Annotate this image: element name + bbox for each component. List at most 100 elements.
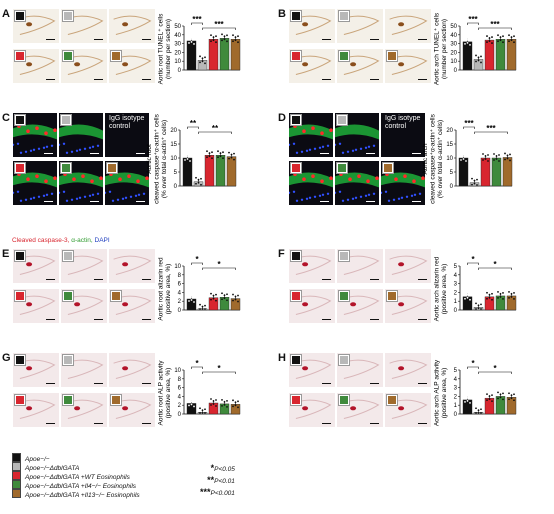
scale-bar bbox=[44, 200, 53, 202]
scale-bar bbox=[322, 38, 331, 40]
data-point bbox=[210, 292, 212, 295]
data-point bbox=[234, 298, 237, 301]
scale-bar bbox=[142, 78, 151, 80]
data-point bbox=[206, 156, 208, 159]
micrograph-tile bbox=[60, 392, 108, 428]
data-point bbox=[471, 177, 473, 180]
group-badge bbox=[62, 354, 74, 366]
significance-bracket bbox=[202, 371, 236, 374]
data-point bbox=[508, 291, 510, 293]
bar bbox=[215, 155, 226, 187]
data-point bbox=[210, 404, 212, 406]
bar bbox=[495, 39, 506, 71]
data-point bbox=[223, 35, 226, 38]
tissue-image bbox=[381, 172, 425, 202]
significance-mark: * bbox=[493, 364, 497, 373]
data-point bbox=[465, 154, 467, 156]
significance-mark: * bbox=[493, 260, 497, 269]
data-point bbox=[215, 405, 217, 407]
data-point bbox=[482, 159, 484, 161]
y-tick-label: 2 bbox=[454, 394, 458, 400]
micrograph-tile bbox=[288, 288, 336, 324]
tissue-image bbox=[289, 124, 333, 154]
data-point bbox=[222, 157, 224, 160]
data-point bbox=[193, 405, 195, 408]
y-tick-label: 30 bbox=[174, 42, 181, 48]
group-badge bbox=[290, 354, 302, 366]
group-legend: Apoe−/− Apoe−/−ΔdblGATA Apoe−/−ΔdblGATA … bbox=[12, 453, 140, 499]
group-badge bbox=[336, 162, 348, 174]
y-tick-label: 0 bbox=[450, 184, 454, 190]
data-point bbox=[190, 400, 193, 403]
data-point bbox=[508, 398, 510, 401]
y-axis-label: Aortic root ALP activity(positive area, … bbox=[158, 360, 173, 426]
group-badge bbox=[110, 50, 122, 62]
data-point bbox=[234, 39, 237, 42]
micrograph-tile bbox=[384, 48, 432, 84]
data-point bbox=[513, 292, 515, 294]
y-axis-label: Aortic arch ALP activity(positive area, … bbox=[434, 359, 449, 426]
data-point bbox=[497, 34, 499, 37]
data-point bbox=[464, 401, 466, 403]
y-tick-label: 0 bbox=[454, 412, 458, 418]
data-point bbox=[513, 393, 515, 396]
data-point bbox=[499, 36, 502, 39]
data-point bbox=[499, 296, 502, 298]
data-point bbox=[473, 179, 476, 182]
micrograph-tile bbox=[58, 160, 104, 206]
y-tick-label: 0 bbox=[454, 68, 458, 74]
data-point bbox=[190, 38, 193, 40]
data-point bbox=[482, 153, 484, 155]
data-point bbox=[237, 35, 239, 38]
tissue-image bbox=[13, 172, 57, 202]
scale-bar bbox=[142, 38, 151, 40]
scale-bar bbox=[94, 382, 103, 384]
data-point bbox=[508, 34, 510, 37]
group-badge bbox=[338, 290, 350, 302]
y-tick-label: 8 bbox=[178, 377, 182, 383]
data-point bbox=[223, 38, 226, 41]
data-point bbox=[201, 60, 204, 63]
tissue-image bbox=[389, 399, 428, 419]
data-point bbox=[237, 294, 239, 297]
data-point bbox=[210, 34, 212, 37]
y-tick-label: 20 bbox=[446, 128, 453, 134]
scale-bar bbox=[322, 318, 331, 320]
panel-label: F bbox=[278, 248, 285, 260]
micrograph-tile bbox=[334, 112, 380, 158]
data-point bbox=[234, 401, 237, 404]
significance-bracket bbox=[202, 267, 236, 270]
micrograph-tile bbox=[384, 8, 432, 44]
data-point bbox=[186, 158, 189, 160]
data-point bbox=[499, 396, 502, 399]
data-point bbox=[487, 154, 489, 156]
legend-label: Apoe−/−ΔdblGATA +Il13−/− Eosinophils bbox=[25, 492, 140, 499]
data-point bbox=[491, 394, 493, 397]
data-point bbox=[488, 293, 491, 296]
data-point bbox=[226, 399, 228, 402]
legend-label: Apoe−/−ΔdblGATA bbox=[25, 465, 80, 472]
y-tick-label: 15 bbox=[446, 142, 453, 148]
tissue-image bbox=[59, 124, 103, 154]
y-axis-label: Aortic rootcleaved caspase⁺α-actin⁺ cell… bbox=[146, 113, 168, 203]
y-tick-label: 2 bbox=[454, 290, 458, 296]
panel-label: D bbox=[278, 112, 286, 124]
data-point bbox=[199, 303, 201, 306]
data-point bbox=[466, 296, 469, 299]
group-badge bbox=[382, 162, 394, 174]
data-point bbox=[513, 298, 515, 300]
significance-mark: * bbox=[471, 255, 475, 264]
micrograph-tile bbox=[108, 48, 156, 84]
data-point bbox=[488, 40, 491, 42]
data-point bbox=[469, 402, 471, 404]
micrograph-tile: IgG isotype control bbox=[104, 112, 150, 158]
tissue-image bbox=[293, 55, 332, 75]
tissue-image bbox=[17, 399, 56, 419]
micrograph-tile bbox=[60, 288, 108, 324]
y-tick-label: 6 bbox=[178, 386, 182, 392]
data-point bbox=[208, 155, 211, 158]
data-point bbox=[193, 399, 195, 402]
scale-bar bbox=[90, 152, 99, 154]
y-tick-label: 20 bbox=[174, 50, 181, 56]
scale-bar bbox=[94, 38, 103, 40]
